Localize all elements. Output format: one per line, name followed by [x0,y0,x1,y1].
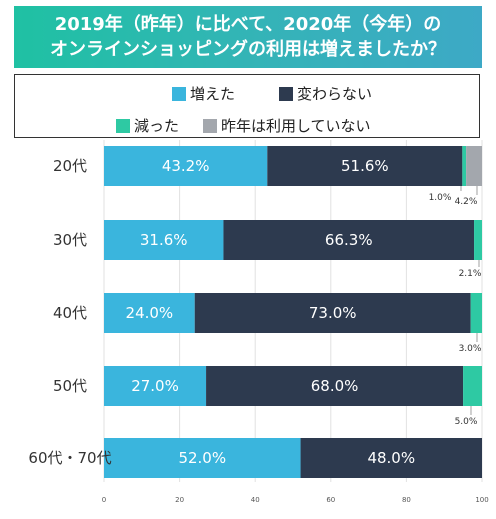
legend-label-increased: 増えた [190,85,236,103]
bar-value-label-3-1: 68.0% [311,377,359,395]
bar-value-label-0-0: 43.2% [162,157,210,175]
bar-2-0 [104,293,195,333]
legend-swatch-unchanged [279,86,293,101]
bar-2-1 [194,293,471,333]
bar-3-2 [463,366,482,406]
legend-swatch-not-used [203,118,217,133]
legend-label-decreased: 減った [134,117,180,135]
bar-3-0 [104,366,207,406]
bar-3-1 [206,366,464,406]
bar-2-2 [470,293,482,333]
x-tick-label-2: 40 [251,496,260,504]
x-tick-label-5: 100 [475,496,488,504]
small-value-label-0-0: 1.0% [429,193,452,203]
legend-label-unchanged: 変わらない [297,85,373,103]
legend-label-not-used: 昨年は利用していない [221,117,371,135]
small-value-label-1-0: 2.1% [459,269,482,279]
x-tick-label-1: 20 [175,496,184,504]
legend-item-decreased: 減った [116,115,179,136]
bar-4-0 [104,438,301,478]
bar-value-label-2-0: 24.0% [126,304,174,322]
bar-0-3 [466,146,482,186]
x-tick-label-3: 60 [326,496,335,504]
bar-value-label-4-1: 48.0% [367,449,415,467]
category-label-0: 20代 [53,157,87,175]
category-label-3: 50代 [53,377,87,395]
chart-title-banner: 2019年（昨年）に比べて、2020年（今年）の オンラインショッピングの利用は… [14,6,482,68]
bar-1-1 [223,220,475,260]
bar-1-0 [104,220,224,260]
bar-value-label-4-0: 52.0% [178,449,226,467]
x-tick-label-4: 80 [402,496,411,504]
category-label-4: 60代・70代 [28,449,111,467]
legend-swatch-decreased [116,118,130,133]
legend-item-increased: 増えた [172,83,235,104]
bar-0-1 [267,146,463,186]
legend-swatch-increased [172,86,186,101]
category-label-2: 40代 [53,304,87,322]
bar-value-label-0-1: 51.6% [341,157,389,175]
bar-value-label-1-0: 31.6% [140,231,188,249]
stacked-bar-chart: 20代 43.2% 51.6% 30代 31.6% 66.3% 40代 24.0% 73.0% 5… [28,140,489,504]
bar-value-label-2-1: 73.0% [309,304,357,322]
small-value-label-2-0: 3.0% [459,344,482,354]
small-value-label-3-0: 5.0% [455,417,478,427]
legend-item-unchanged: 変わらない [279,83,372,104]
bar-value-label-3-0: 27.0% [131,377,179,395]
chart-title-line1: 2019年（昨年）に比べて、2020年（今年）の [54,14,442,35]
legend-item-not-used: 昨年は利用していない [203,115,371,136]
legend: 増えた 変わらない 減った 昨年は利用していない [14,74,480,138]
category-label-1: 30代 [53,231,87,249]
bar-1-2 [474,220,482,260]
bar-value-label-1-1: 66.3% [325,231,373,249]
small-value-label-0-1: 4.2% [455,197,478,207]
bar-4-1 [300,438,482,478]
chart-title-line2: オンラインショッピングの利用は増えましたか？ [50,39,446,60]
x-tick-label-0: 0 [102,496,106,504]
bar-0-2 [462,146,467,186]
bar-0-0 [104,146,268,186]
